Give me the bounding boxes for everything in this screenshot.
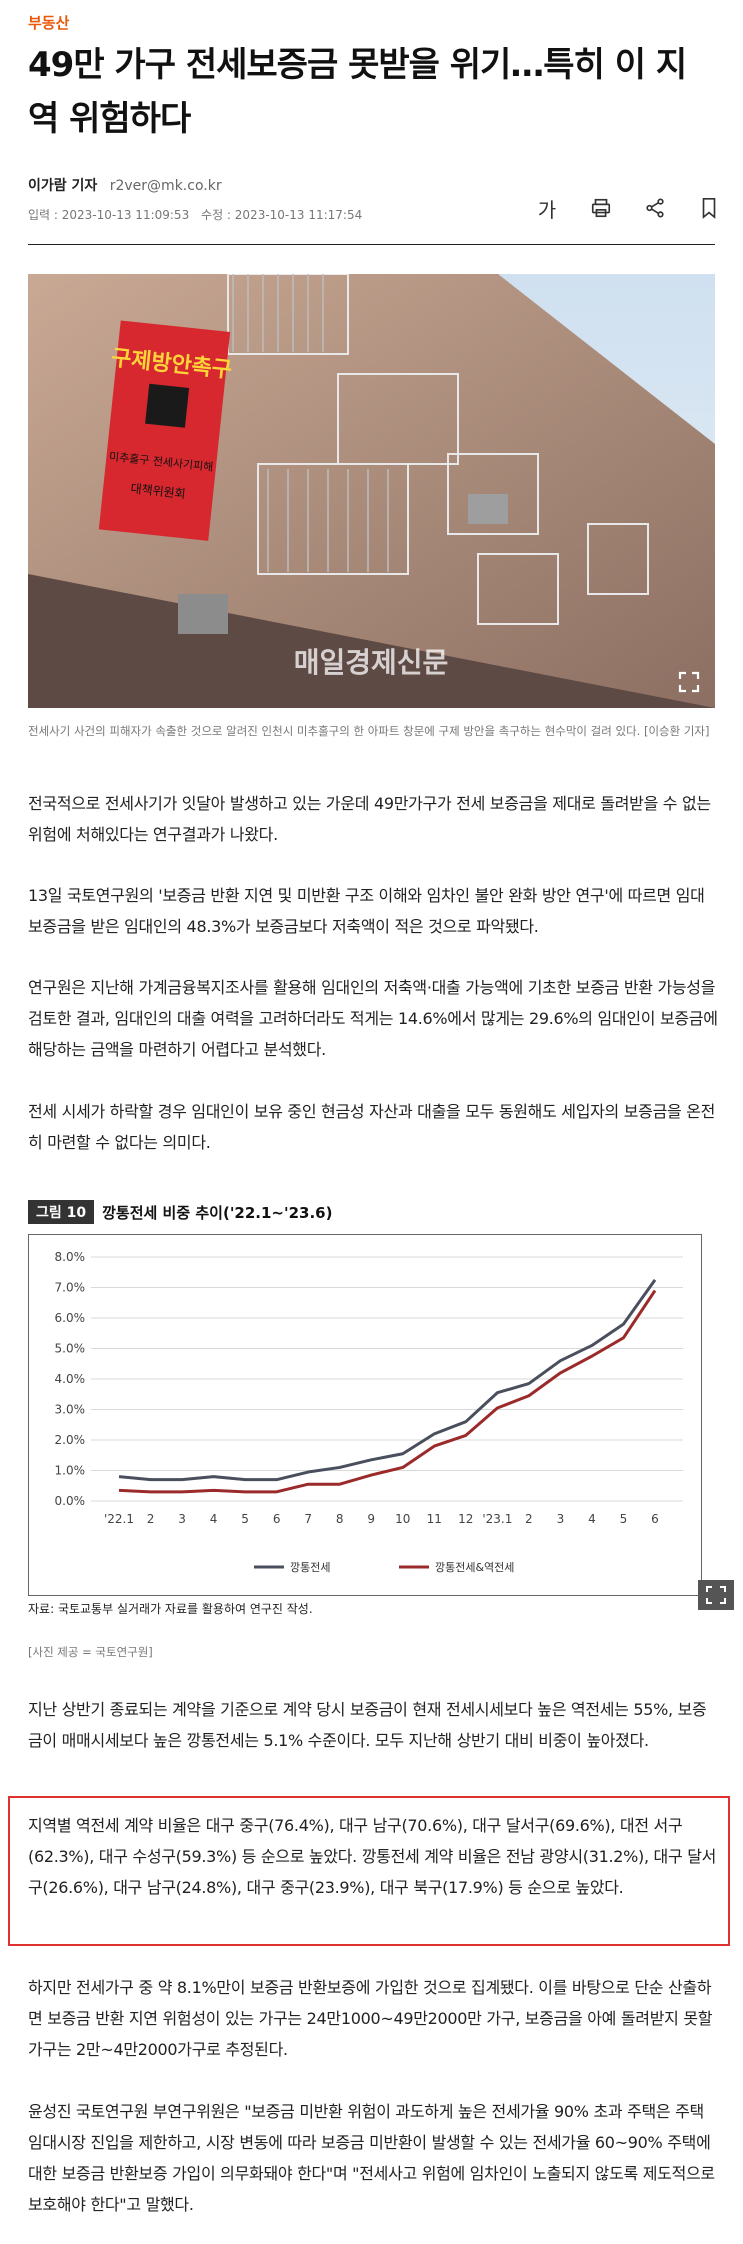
article-paragraph: 연구원은 지난해 가계금융복지조사를 활용해 임대인의 저축액·대출 가능액에 … (28, 978, 718, 1059)
x-tick-label: '23.1 (482, 1512, 512, 1526)
x-tick-label: '22.1 (104, 1512, 134, 1526)
byline: 이가람 기자 r2ver@mk.co.kr (28, 175, 222, 195)
x-tick-label: 4 (210, 1512, 218, 1526)
article-dates: 입력 : 2023-10-13 11:09:53 수정 : 2023-10-13… (28, 206, 370, 223)
y-tick-label: 6.0% (55, 1311, 86, 1325)
reporter-email[interactable]: r2ver@mk.co.kr (109, 178, 222, 194)
x-tick-label: 2 (525, 1512, 533, 1526)
y-tick-label: 8.0% (55, 1250, 86, 1264)
share-icon (646, 198, 664, 218)
article-toolbar: 가 (520, 190, 736, 226)
photo-credit: [사진 제공 = 국토연구원] (28, 1645, 153, 1659)
section-label[interactable]: 부동산 (28, 14, 70, 32)
x-tick-label: 2 (147, 1512, 155, 1526)
article-paragraph-highlighted: 지역별 역전세 계약 비율은 대구 중구(76.4%), 대구 남구(70.6%… (28, 1816, 717, 1897)
article-paragraph: 전국적으로 전세사기가 잇달아 발생하고 있는 가운데 49만가구가 전세 보증… (28, 794, 711, 844)
x-tick-label: 10 (395, 1512, 410, 1526)
article-paragraph: 하지만 전세가구 중 약 8.1%만이 보증금 반환보증에 가입한 것으로 집계… (28, 1978, 713, 2059)
y-tick-label: 1.0% (55, 1464, 86, 1478)
figure-title-text: 깡통전세 비중 추이('22.1~'23.6) (102, 1203, 333, 1222)
x-tick-label: 3 (557, 1512, 565, 1526)
print-icon (591, 198, 611, 218)
series-line-1 (118, 1279, 657, 1482)
x-tick-label: 5 (620, 1512, 628, 1526)
expand-photo-icon[interactable] (677, 670, 701, 694)
y-tick-label: 2.0% (55, 1433, 86, 1447)
x-tick-label: 3 (178, 1512, 186, 1526)
y-tick-label: 7.0% (55, 1281, 86, 1295)
bookmark-icon (702, 198, 716, 219)
reporter-name[interactable]: 이가람 기자 (28, 178, 98, 194)
y-tick-label: 0.0% (55, 1494, 86, 1508)
figure-title: 그림 10 깡통전세 비중 추이('22.1~'23.6) (28, 1200, 718, 1224)
line-chart: 0.0% 1.0% 2.0% 3.0% 4.0% 5.0% 6.0% 7.0% 8.0% '22.… (55, 1250, 683, 1574)
x-tick-label: 7 (304, 1512, 312, 1526)
y-tick-label: 3.0% (55, 1403, 86, 1417)
legend-label: 깡통전세 (290, 1561, 330, 1574)
x-tick-label: 6 (273, 1512, 281, 1526)
y-tick-label: 4.0% (55, 1372, 86, 1386)
article-paragraph: 13일 국토연구원의 '보증금 반환 지연 및 미반환 구조 이해와 임차인 불… (28, 886, 705, 936)
figure-tag: 그림 10 (28, 1200, 95, 1224)
article-headline: 49만 가구 전세보증금 못받을 위기…특히 이 지역 위험하다 (28, 45, 687, 139)
print-button[interactable] (574, 190, 628, 226)
x-tick-label: 6 (651, 1512, 659, 1526)
highlight-box (8, 1796, 730, 1946)
photo-caption: 전세사기 사건의 피해자가 속출한 것으로 알려진 인천시 미추홀구의 한 아파… (28, 724, 710, 738)
x-tick-label: 8 (336, 1512, 344, 1526)
article-paragraph: 전세 시세가 하락할 경우 임대인이 보유 중인 현금성 자산과 대출을 모두 … (28, 1102, 716, 1152)
header-divider (28, 244, 715, 245)
article-paragraph: 윤성진 국토연구원 부연구위원은 "보증금 미반환 위험이 과도하게 높은 전세… (28, 2102, 715, 2214)
x-tick-label: 5 (241, 1512, 249, 1526)
x-tick-label: 12 (458, 1512, 473, 1526)
expand-figure-button[interactable] (698, 1580, 734, 1610)
x-tick-label: 9 (367, 1512, 375, 1526)
figure-source: 자료: 국토교통부 실거래가 자료를 활용하여 연구진 작성. (28, 1602, 313, 1616)
chart-figure: 그림 10 깡통전세 비중 추이('22.1~'23.6) 0.0% 1.0% 2.… (28, 1200, 734, 1617)
article-photo[interactable]: 구제방안촉구 미추홀구 전세사기피해 대책위원회 매일경제신문 (28, 274, 715, 708)
y-tick-label: 5.0% (55, 1342, 86, 1356)
article-paragraph: 지난 상반기 종료되는 계약을 기준으로 계약 당시 보증금이 현재 전세시세보… (28, 1700, 707, 1750)
banner-text-bottom: 대책위원회 (130, 480, 186, 501)
input-date: 입력 : 2023-10-13 11:09:53 (28, 208, 190, 222)
bookmark-button[interactable] (682, 190, 736, 226)
x-tick-label: 11 (427, 1512, 442, 1526)
legend-label: 깡통전세&역전세 (435, 1561, 514, 1574)
series-line-2 (118, 1289, 657, 1494)
photo-watermark: 매일경제신문 (294, 646, 449, 679)
share-button[interactable] (628, 190, 682, 226)
x-tick-label: 4 (588, 1512, 596, 1526)
modified-date: 수정 : 2023-10-13 11:17:54 (201, 208, 363, 222)
font-size-button[interactable]: 가 (537, 197, 557, 222)
expand-figure-icon (706, 1586, 726, 1604)
chart-frame: 0.0% 1.0% 2.0% 3.0% 4.0% 5.0% 6.0% 7.0% 8.0% '22.… (28, 1234, 702, 1596)
